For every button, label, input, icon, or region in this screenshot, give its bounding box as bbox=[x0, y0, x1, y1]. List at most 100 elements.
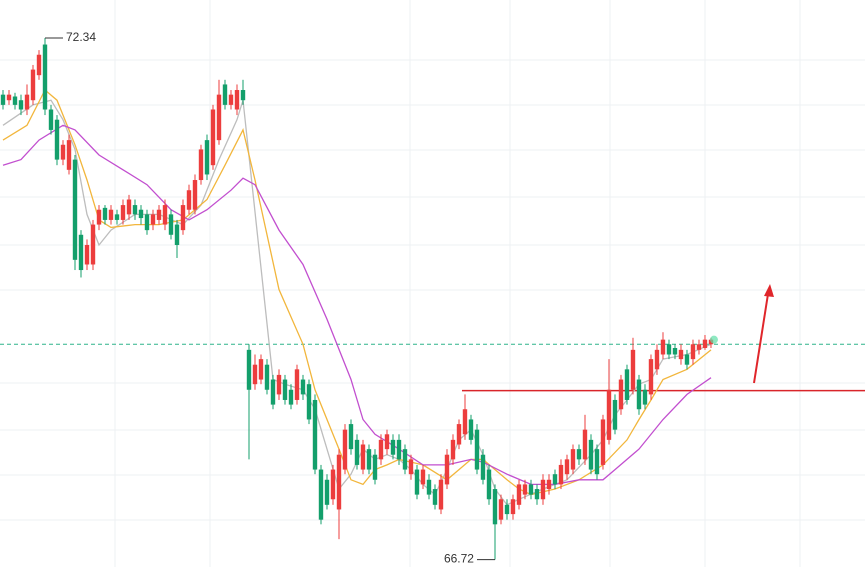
candle-body bbox=[0, 94, 6, 105]
last-price-glow bbox=[709, 335, 718, 344]
candle-body bbox=[522, 484, 528, 495]
candle-body bbox=[534, 489, 540, 500]
candle-body bbox=[570, 449, 576, 470]
candle-body bbox=[384, 434, 390, 450]
candle-body bbox=[654, 349, 660, 370]
candle-body bbox=[480, 454, 486, 480]
candle-body bbox=[660, 339, 666, 355]
candle-body bbox=[516, 484, 522, 505]
candle-body bbox=[336, 454, 342, 510]
candle-body bbox=[156, 209, 162, 220]
candle-body bbox=[582, 429, 588, 460]
candle-body bbox=[438, 479, 444, 510]
candle-body bbox=[672, 347, 678, 355]
candle-body bbox=[510, 499, 516, 515]
candle-body bbox=[528, 484, 534, 495]
candle-body bbox=[402, 449, 408, 470]
candle-body bbox=[462, 409, 468, 435]
candle-body bbox=[168, 214, 174, 235]
candle-body bbox=[144, 214, 150, 231]
candle-body bbox=[474, 429, 480, 470]
candle-body bbox=[210, 109, 216, 166]
candle-body bbox=[132, 205, 138, 215]
candle-body bbox=[204, 140, 210, 175]
candle-body bbox=[186, 190, 192, 210]
candle-body bbox=[636, 379, 642, 410]
candle-body bbox=[234, 90, 240, 110]
candle-body bbox=[198, 149, 204, 181]
candle-body bbox=[102, 207, 108, 220]
candle-body bbox=[498, 499, 504, 520]
candle-body bbox=[486, 469, 492, 500]
candle-body bbox=[120, 205, 126, 220]
candle-body bbox=[690, 344, 696, 360]
candle-body bbox=[42, 44, 48, 110]
candle-body bbox=[444, 454, 450, 485]
candle-body bbox=[576, 449, 582, 460]
candle-body bbox=[702, 339, 708, 348]
candle-body bbox=[222, 84, 228, 105]
low-marker-label: 66.72 bbox=[444, 552, 474, 566]
candle-body bbox=[372, 454, 378, 480]
plot: 72.34 66.72 bbox=[0, 30, 865, 566]
candle-body bbox=[378, 439, 384, 460]
candle-body bbox=[192, 180, 198, 210]
candle-body bbox=[114, 214, 120, 220]
trend-arrow bbox=[753, 284, 774, 384]
candle-body bbox=[348, 424, 354, 450]
candle-body bbox=[150, 214, 156, 225]
candle-body bbox=[84, 244, 90, 265]
candle-body bbox=[318, 469, 324, 520]
candle-body bbox=[618, 379, 624, 410]
candle-body bbox=[642, 389, 648, 405]
candle-body bbox=[96, 209, 102, 225]
average-line bbox=[2, 124, 712, 486]
candle-body bbox=[300, 379, 306, 395]
candle-body bbox=[354, 439, 360, 465]
candle-body bbox=[126, 199, 132, 215]
candle-body bbox=[138, 209, 144, 219]
candle-body bbox=[306, 384, 312, 420]
candle-body bbox=[546, 479, 552, 490]
candle-body bbox=[426, 479, 432, 495]
candle-body bbox=[60, 144, 66, 160]
candle-body bbox=[432, 489, 438, 505]
candle-body bbox=[342, 429, 348, 470]
candle-body bbox=[162, 205, 168, 225]
candle-body bbox=[678, 349, 684, 360]
candle-body bbox=[294, 369, 300, 400]
candle-body bbox=[246, 349, 252, 390]
candle-body bbox=[612, 399, 618, 430]
candle-body bbox=[180, 205, 186, 231]
candle-body bbox=[18, 100, 24, 110]
candle-body bbox=[174, 224, 180, 245]
candle-body bbox=[630, 349, 636, 390]
candle-body bbox=[72, 159, 78, 260]
candle-body bbox=[414, 469, 420, 495]
candle-body bbox=[600, 419, 606, 465]
candle-body bbox=[606, 389, 612, 440]
candle-body bbox=[492, 489, 498, 525]
candle-body bbox=[108, 209, 114, 220]
candle-body bbox=[450, 439, 456, 460]
candle-body bbox=[24, 94, 30, 110]
candle-body bbox=[12, 96, 18, 105]
candle-body bbox=[54, 119, 60, 160]
candle-body bbox=[564, 459, 570, 475]
candle-body bbox=[624, 369, 630, 400]
candle-body bbox=[558, 464, 564, 485]
candle-body bbox=[588, 439, 594, 470]
candle-body bbox=[48, 109, 54, 130]
candle-body bbox=[282, 379, 288, 400]
candle-body bbox=[270, 379, 276, 405]
candle-body bbox=[696, 344, 702, 350]
candle-body bbox=[276, 374, 282, 395]
candle-body bbox=[330, 469, 336, 500]
candle-body bbox=[504, 504, 510, 515]
candle-body bbox=[216, 94, 222, 141]
candle-body bbox=[420, 469, 426, 485]
candle-body bbox=[252, 364, 258, 385]
candle-body bbox=[684, 354, 690, 365]
